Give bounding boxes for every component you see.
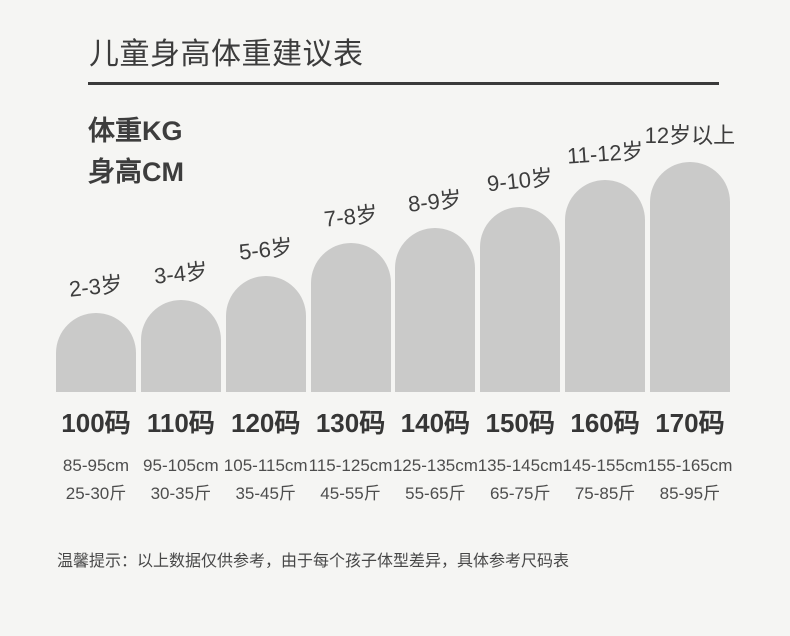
age-label: 9-10岁 bbox=[486, 164, 555, 197]
weight-range-label: 75-85斤 bbox=[574, 484, 636, 503]
page-title: 儿童身高体重建议表 bbox=[89, 38, 364, 71]
height-range-label: 145-155cm bbox=[562, 456, 648, 475]
height-range-label: 125-135cm bbox=[392, 456, 478, 475]
size-bar bbox=[140, 300, 221, 392]
height-range-label: 115-125cm bbox=[308, 456, 393, 475]
size-code-label: 160码 bbox=[570, 408, 640, 438]
size-bar bbox=[480, 207, 561, 392]
unit-label-height: 身高CM bbox=[88, 157, 184, 187]
age-label: 8-9岁 bbox=[407, 186, 464, 217]
height-range-label: 85-95cm bbox=[62, 456, 130, 475]
size-code-label: 150码 bbox=[485, 408, 555, 438]
bar-zone: 9-10岁 bbox=[480, 120, 561, 392]
height-range-label: 155-165cm bbox=[647, 456, 733, 475]
weight-range-label: 30-35斤 bbox=[150, 484, 212, 503]
bar-zone: 8-9岁 bbox=[395, 120, 476, 392]
size-bar bbox=[225, 276, 306, 392]
disclaimer-note: 温馨提示：以上数据仅供参考，由于每个孩子体型差异，具体参考尺码表 bbox=[57, 553, 570, 570]
bar-zone: 11-12岁 bbox=[565, 120, 646, 392]
weight-range-label: 45-55斤 bbox=[320, 484, 381, 503]
weight-range-label: 35-45斤 bbox=[235, 484, 296, 503]
age-label: 11-12岁 bbox=[565, 138, 645, 169]
age-label: 5-6岁 bbox=[237, 234, 294, 265]
height-range-label: 135-145cm bbox=[477, 456, 563, 475]
age-label: 3-4岁 bbox=[152, 258, 209, 289]
size-code-label: 130码 bbox=[315, 408, 386, 438]
size-bar bbox=[56, 313, 136, 392]
age-label: 12岁以上 bbox=[644, 123, 736, 148]
size-bar bbox=[310, 243, 391, 392]
bar-zone: 5-6岁 bbox=[225, 120, 306, 392]
height-range-label: 105-115cm bbox=[223, 456, 308, 475]
size-bar bbox=[649, 162, 730, 392]
size-column-140: 8-9岁 140码 125-135cm 55-65斤 bbox=[392, 120, 478, 503]
size-bar bbox=[565, 180, 646, 392]
size-code-label: 120码 bbox=[230, 408, 301, 438]
size-bar-chart: 2-3岁 100码 85-95cm 25-30斤 3-4岁 110码 95-10… bbox=[56, 120, 735, 503]
size-code-label: 140码 bbox=[400, 408, 471, 438]
bar-zone: 2-3岁 bbox=[56, 120, 136, 392]
age-label: 2-3岁 bbox=[67, 271, 125, 302]
weight-range-label: 85-95斤 bbox=[659, 484, 721, 503]
size-code-label: 170码 bbox=[655, 408, 725, 438]
size-column-120: 5-6岁 120码 105-115cm 35-45斤 bbox=[223, 120, 308, 503]
size-column-150: 9-10岁 150码 135-145cm 65-75斤 bbox=[477, 120, 563, 503]
size-column-170: 12岁以上 170码 155-165cm 85-95斤 bbox=[645, 120, 735, 503]
size-code-label: 100码 bbox=[61, 408, 131, 438]
age-label: 7-8岁 bbox=[322, 201, 379, 232]
weight-range-label: 55-65斤 bbox=[405, 484, 466, 503]
title-divider bbox=[88, 82, 719, 85]
size-column-100: 2-3岁 100码 85-95cm 25-30斤 bbox=[56, 120, 136, 503]
weight-range-label: 65-75斤 bbox=[489, 484, 551, 503]
size-code-label: 110码 bbox=[146, 408, 215, 438]
height-range-label: 95-105cm bbox=[143, 456, 219, 475]
size-column-160: 11-12岁 160码 145-155cm 75-85斤 bbox=[562, 120, 648, 503]
unit-label-weight: 体重KG bbox=[88, 116, 183, 146]
weight-range-label: 25-30斤 bbox=[65, 484, 127, 503]
bar-zone: 3-4岁 bbox=[140, 120, 221, 392]
size-column-110: 3-4岁 110码 95-105cm 30-35斤 bbox=[140, 120, 221, 503]
bar-zone: 7-8岁 bbox=[310, 120, 391, 392]
size-bar bbox=[395, 228, 476, 392]
bar-zone: 12岁以上 bbox=[645, 120, 735, 392]
size-column-130: 7-8岁 130码 115-125cm 45-55斤 bbox=[308, 120, 393, 503]
